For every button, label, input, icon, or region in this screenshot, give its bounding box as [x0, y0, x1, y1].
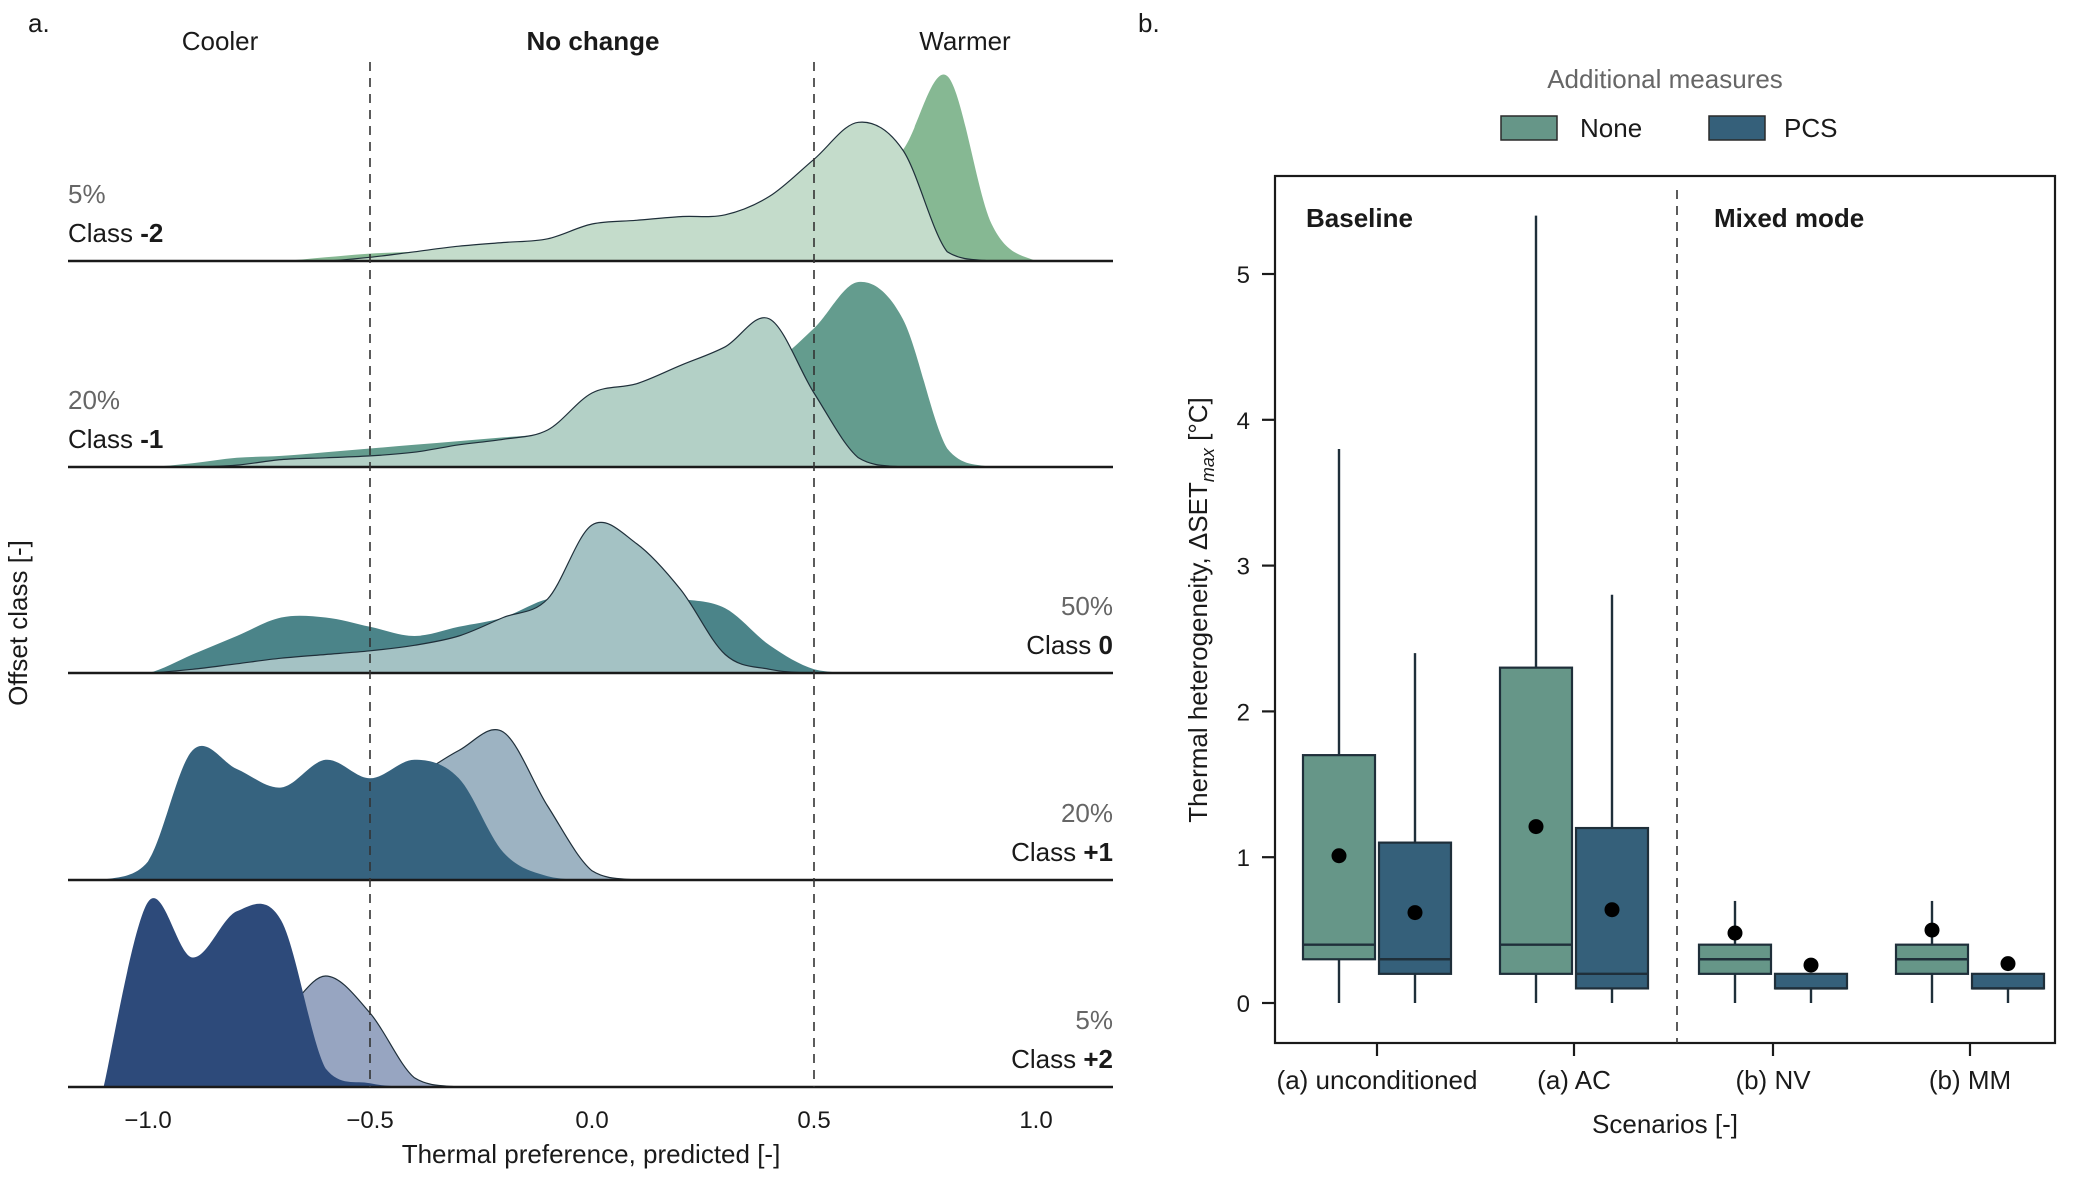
ridge-class-label: Class -2: [68, 218, 163, 248]
x-tick-label: −1.0: [124, 1107, 171, 1134]
box-none-4: [1894, 900, 1970, 1003]
box-mean-marker: [1331, 848, 1347, 864]
y-tick-label: 1: [1237, 845, 1250, 872]
ridge-share-label: 50%: [1061, 591, 1113, 621]
ridge-label-layer: 5% Class -2 20% Class -1 50% Class 0 20% Class …: [68, 179, 1113, 1074]
legend-swatch-pcs: [1708, 115, 1766, 141]
x-tick-label: 0.5: [797, 1107, 830, 1134]
panel-b: b. Additional measures None PCS Baseline…: [1138, 8, 2057, 1139]
y-tick-label: 4: [1237, 408, 1250, 435]
box-none-3: [1697, 900, 1773, 1003]
box-iqr: [1970, 972, 2046, 990]
y-axis-label-unit: [°C]: [1183, 397, 1213, 448]
box-pcs-1: [1377, 653, 1453, 1003]
ridge-class-label: Class -1: [68, 424, 163, 454]
ridge-density: [103, 898, 1081, 1087]
box-pcs-2: [1574, 594, 1650, 1003]
x-tick-label: (b) MM: [1929, 1065, 2011, 1095]
ridge-layer: [68, 74, 1113, 1089]
ridge-class-label: Class +2: [1011, 1044, 1113, 1074]
ridge-share-label: 5%: [1075, 1005, 1113, 1035]
header-no-change: No change: [527, 26, 660, 56]
header-warmer: Warmer: [919, 26, 1011, 56]
panel-a-label: a.: [28, 8, 50, 38]
panel-a: a. Cooler No change Warmer 5% Class -2 20%…: [3, 8, 1113, 1169]
ridge-density: [103, 281, 1081, 467]
y-axis-ticks: 0 1 2 3 4 5: [1237, 262, 1275, 1018]
box-mean-marker: [1604, 902, 1620, 918]
y-tick-label: 0: [1237, 991, 1250, 1018]
y-tick-label: 3: [1237, 554, 1250, 581]
y-axis-label-main: Thermal heterogeneity, ΔSET: [1183, 482, 1213, 823]
box-layer: [1301, 215, 2046, 1003]
ridge-1: [68, 74, 1113, 263]
group-label-baseline: Baseline: [1306, 203, 1413, 233]
box-mean-marker: [1803, 957, 1819, 973]
y-axis-label-sub: max: [1198, 447, 1218, 482]
ridge-share-label: 20%: [1061, 798, 1113, 828]
box-none-2: [1498, 215, 1574, 1003]
box-none-1: [1301, 448, 1377, 1003]
ridge-2: [68, 281, 1113, 469]
ridge-share-label: 20%: [68, 385, 120, 415]
y-axis-label-heterogeneity: Thermal heterogeneity, ΔSETmax [°C]: [1183, 397, 1218, 822]
x-tick-label: 1.0: [1019, 1107, 1052, 1134]
x-axis-ticks-scenarios: (a) unconditioned (a) AC (b) NV (b) MM: [1277, 1043, 2011, 1095]
box-mean-marker: [1727, 925, 1743, 941]
ridge-share-label: 5%: [68, 179, 106, 209]
legend: Additional measures None PCS: [1500, 64, 1837, 143]
box-iqr: [1773, 972, 1849, 990]
ridge-class-label: Class 0: [1026, 630, 1113, 660]
y-tick-label: 2: [1237, 699, 1250, 726]
header-cooler: Cooler: [182, 26, 259, 56]
x-tick-label: −0.5: [346, 1107, 393, 1134]
x-axis-ticks: −1.0 −0.5 0.0 0.5 1.0: [124, 1107, 1052, 1134]
box-mean-marker: [1528, 819, 1544, 835]
group-label-mixed-mode: Mixed mode: [1714, 203, 1864, 233]
x-tick-label: (a) AC: [1537, 1065, 1611, 1095]
ridge-density: [103, 745, 1081, 880]
legend-label-none: None: [1580, 113, 1642, 143]
x-tick-label: (b) NV: [1735, 1065, 1811, 1095]
box-mean-marker: [1924, 922, 1940, 938]
box-mean-marker: [2000, 956, 2016, 972]
panel-b-label: b.: [1138, 8, 1160, 38]
y-tick-label: 5: [1237, 262, 1250, 289]
x-tick-label: (a) unconditioned: [1277, 1065, 1478, 1095]
y-axis-label: Offset class [-]: [3, 540, 33, 706]
x-tick-label: 0.0: [575, 1107, 608, 1134]
box-mean-marker: [1407, 905, 1423, 921]
ridge-3: [68, 521, 1113, 675]
legend-swatch-none: [1500, 115, 1558, 141]
box-pcs-3: [1773, 957, 1849, 1003]
legend-title: Additional measures: [1547, 64, 1783, 94]
ridge-4: [68, 729, 1113, 882]
ridge-5: [68, 898, 1113, 1089]
ridge-class-label: Class +1: [1011, 837, 1113, 867]
legend-label-pcs: PCS: [1784, 113, 1837, 143]
x-axis-label-scenarios: Scenarios [-]: [1592, 1109, 1738, 1139]
box-pcs-4: [1970, 956, 2046, 1003]
x-axis-label: Thermal preference, predicted [-]: [402, 1139, 781, 1169]
plot-frame: [1273, 174, 2057, 1045]
